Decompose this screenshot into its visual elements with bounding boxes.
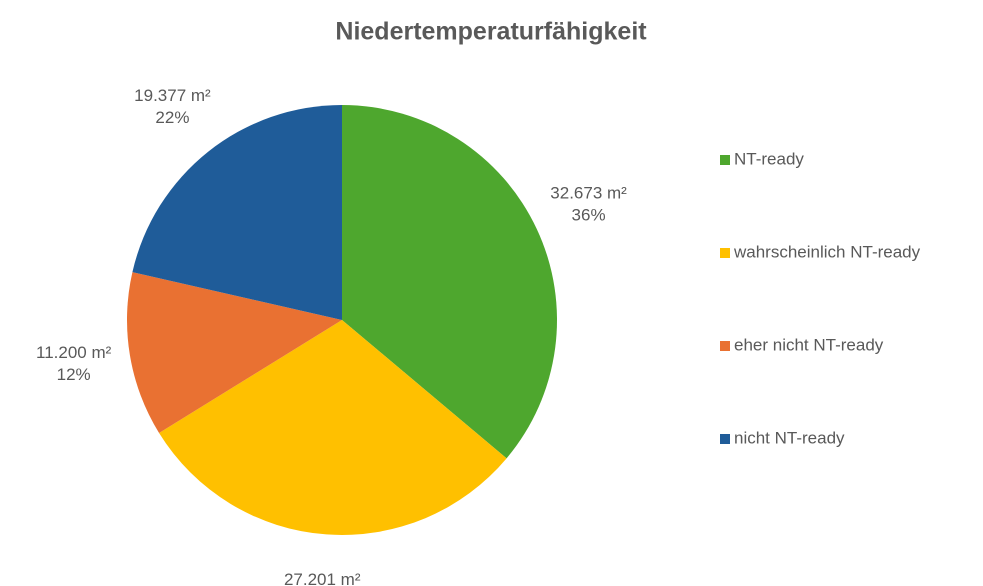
data-label: 36% — [572, 206, 606, 225]
legend-label: eher nicht NT-ready — [734, 335, 884, 354]
data-label: 32.673 m² — [550, 184, 627, 203]
data-label: 22% — [155, 108, 189, 127]
legend-swatch — [720, 341, 730, 351]
pie-slice — [132, 105, 342, 320]
legend-swatch — [720, 155, 730, 165]
data-label: 12% — [57, 365, 91, 384]
chart-title: Niedertemperaturfähigkeit — [335, 18, 647, 46]
legend-swatch — [720, 248, 730, 258]
pie-slice — [126, 272, 342, 433]
pie-slice — [342, 105, 557, 459]
legend-label: nicht NT-ready — [734, 428, 845, 447]
data-label: 27.201 m² — [284, 570, 361, 586]
data-label: 11.200 m² — [36, 343, 112, 362]
legend-label: NT-ready — [734, 149, 804, 168]
data-label: 19.377 m² — [134, 86, 211, 105]
legend-label: wahrscheinlich NT-ready — [733, 242, 921, 261]
legend-swatch — [720, 434, 730, 444]
pie-slice — [159, 320, 507, 535]
